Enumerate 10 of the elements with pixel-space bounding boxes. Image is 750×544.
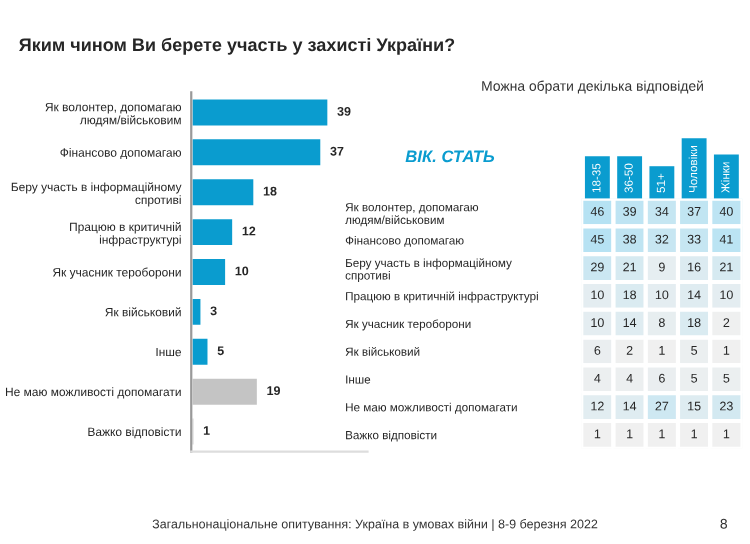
- bar: [191, 176, 257, 208]
- bar: [191, 136, 324, 169]
- bar: [191, 296, 204, 328]
- chart-title: ВІК. СТАТЬ: [405, 150, 495, 163]
- bar: [191, 256, 228, 288]
- bar: [191, 96, 331, 129]
- chart-title: Яким чином Ви берете участь у захисті України?: [19, 37, 455, 55]
- bar: [191, 375, 260, 408]
- bar: [191, 336, 211, 368]
- bar: [191, 216, 235, 248]
